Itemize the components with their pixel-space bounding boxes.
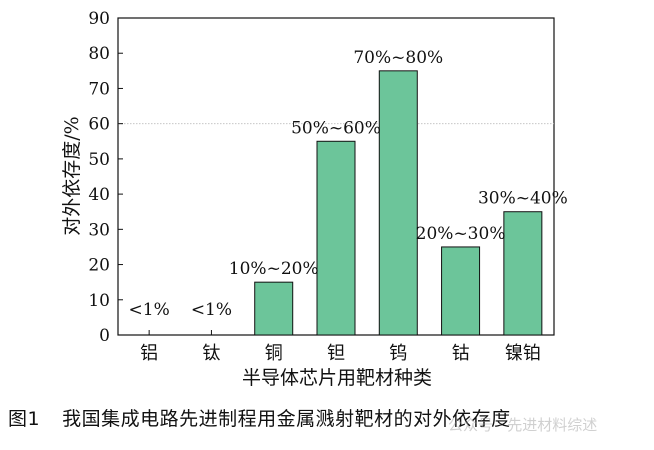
bar — [503, 211, 543, 336]
y-tick-label: 70 — [88, 79, 110, 99]
data-label: 70%~80% — [353, 48, 443, 68]
figure-caption-text: 我国集成电路先进制程用金属溅射靶材的对外依存度 — [62, 408, 511, 430]
dependency-bar-chart: 0 10 20 30 40 50 60 70 80 90 铝 钛 铜 钽 钨 钴 镍铂 <1% <1% 10%~20… — [61, 9, 568, 389]
y-tick-label: 90 — [88, 9, 110, 29]
data-label: 10%~20% — [229, 259, 319, 279]
x-tick-label: 钨 — [389, 343, 407, 364]
watermark-text: 公众号 · 先进材料综述 — [448, 416, 598, 434]
y-tick-label: 40 — [88, 185, 110, 205]
x-tick-label: 钴 — [452, 343, 470, 364]
x-tick-label: 钽 — [327, 343, 345, 364]
data-label: <1% — [191, 300, 232, 320]
bar — [316, 140, 356, 336]
y-tick-label: 20 — [88, 256, 110, 276]
axes: 0 10 20 30 40 50 60 70 80 90 铝 钛 铜 钽 钨 钴 镍铂 — [88, 9, 555, 364]
x-tick-label: 铝 — [140, 343, 158, 364]
bar — [441, 246, 481, 336]
bar — [378, 70, 418, 336]
x-tick-label: 镍铂 — [505, 343, 541, 364]
data-label: 30%~40% — [478, 189, 568, 209]
y-tick-label: 0 — [99, 326, 110, 346]
y-tick-label: 10 — [88, 291, 110, 311]
y-tick-label: 60 — [88, 115, 110, 135]
data-label: 50%~60% — [291, 118, 381, 138]
data-labels: <1% <1% 10%~20% 50%~60% 70%~80% 20%~30% 30%~40… — [129, 48, 568, 320]
y-tick-label: 30 — [88, 220, 110, 240]
bar — [254, 281, 294, 336]
x-tick-label: 钛 — [202, 343, 220, 364]
x-axis-title: 半导体芯片用靶材种类 — [242, 367, 432, 389]
bars — [254, 70, 543, 336]
figure-caption: 图1 我国集成电路先进制程用金属溅射靶材的对外依存度 — [8, 404, 648, 431]
y-tick-label: 50 — [88, 150, 110, 170]
y-tick-label: 80 — [88, 44, 110, 64]
y-axis-title: 对外依存度/% — [61, 116, 83, 235]
data-label: <1% — [129, 300, 170, 320]
x-tick-label: 铜 — [265, 343, 283, 364]
figure-number: 图1 — [8, 408, 41, 430]
data-label: 20%~30% — [416, 224, 506, 244]
